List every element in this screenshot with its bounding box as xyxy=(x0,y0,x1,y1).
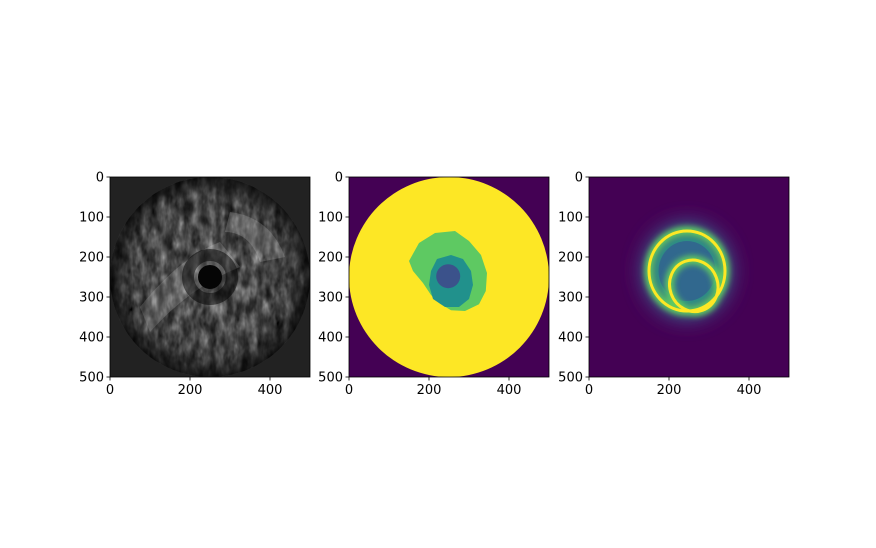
x-tick-label: 400 xyxy=(497,383,522,398)
x-tick-label: 400 xyxy=(737,383,762,398)
y-tick-label: 0 xyxy=(335,171,343,186)
x-tick-label: 200 xyxy=(657,383,682,398)
y-tick-label: 200 xyxy=(318,251,343,266)
y-tick-label: 0 xyxy=(575,171,583,186)
y-tick-label: 0 xyxy=(96,171,104,186)
y-tick-label: 100 xyxy=(79,211,104,226)
ivus-image-panel xyxy=(110,177,310,377)
y-tick-label: 300 xyxy=(558,291,583,306)
y-tick-label: 500 xyxy=(318,371,343,386)
x-tick-label: 0 xyxy=(345,383,353,398)
x-tick-label: 0 xyxy=(106,383,114,398)
x-tick-label: 200 xyxy=(417,383,442,398)
axes-frame xyxy=(348,176,550,378)
y-tick-label: 400 xyxy=(79,331,104,346)
distance-map-panel xyxy=(589,177,789,377)
y-tick-label: 300 xyxy=(318,291,343,306)
y-tick-label: 400 xyxy=(558,331,583,346)
axes-2: 0 200 400 0 100 200 300 400 500 xyxy=(318,171,550,398)
axes-frame xyxy=(588,176,790,378)
axes-3: 0 200 400 0 100 200 300 400 500 xyxy=(558,171,790,398)
y-tick-label: 100 xyxy=(318,211,343,226)
ivus-catheter xyxy=(198,265,222,289)
y-tick-label: 100 xyxy=(558,211,583,226)
x-tick-label: 400 xyxy=(258,383,283,398)
x-tick-label: 200 xyxy=(178,383,203,398)
y-tick-label: 500 xyxy=(79,371,104,386)
inner-boundary xyxy=(668,258,720,314)
axes-1: 0 200 400 0 100 200 300 400 500 xyxy=(79,171,311,398)
ivus-field-of-view xyxy=(110,177,310,377)
y-tick-label: 500 xyxy=(558,371,583,386)
segmentation-panel xyxy=(349,177,549,377)
y-tick-label: 200 xyxy=(79,251,104,266)
y-tick-label: 200 xyxy=(558,251,583,266)
x-tick-label: 0 xyxy=(585,383,593,398)
axes-frame xyxy=(109,176,311,378)
y-tick-label: 400 xyxy=(318,331,343,346)
y-tick-label: 300 xyxy=(79,291,104,306)
segmentation-catheter xyxy=(436,264,461,289)
ivus-dark-ring xyxy=(182,249,238,305)
